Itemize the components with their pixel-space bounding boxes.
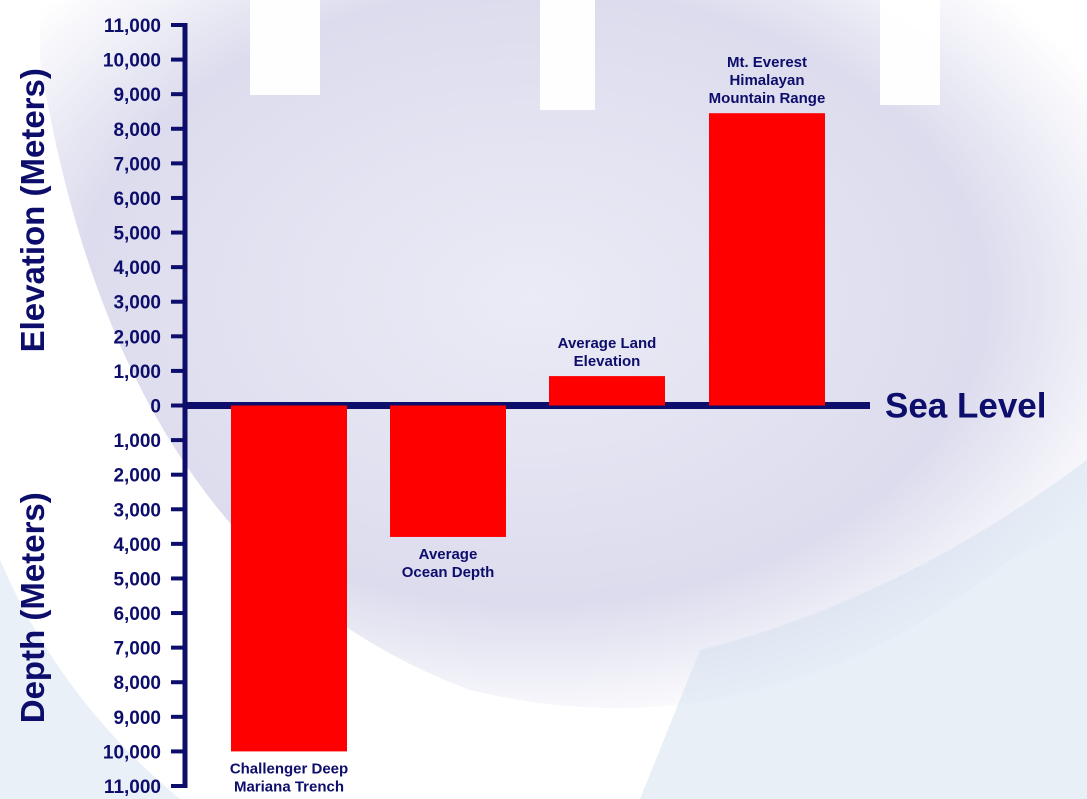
- tick-neg-10-label: 10,000: [103, 742, 161, 763]
- bar-1: [231, 405, 347, 752]
- y-axis-ticks: 1,000 2,000 3,000 4,000 5,000 6,000 7,000 8,000…: [103, 16, 185, 798]
- tick-pos-4-label: 4,000: [113, 258, 161, 279]
- tick-pos-1-label: 1,000: [113, 362, 161, 383]
- tick-neg-2-label: 2,000: [113, 466, 161, 487]
- tick-pos-5-label: 5,000: [113, 224, 161, 245]
- bar-2: [390, 405, 506, 537]
- tick-zero-label: 0: [150, 397, 161, 418]
- bar-2-label-line-1: Average: [419, 546, 478, 563]
- tick-pos-2-label: 2,000: [113, 327, 161, 348]
- tick-pos-7-label: 7,000: [113, 154, 161, 175]
- tick-neg-6-label: 6,000: [113, 604, 161, 625]
- tick-neg-5-label: 5,000: [113, 569, 161, 590]
- tick-pos-6-label: 6,000: [113, 189, 161, 210]
- tick-pos-9-label: 9,000: [113, 85, 161, 106]
- tick-neg-11-label: 11,000: [104, 777, 161, 798]
- bar-4-label-line-3: Mountain Range: [709, 90, 826, 107]
- bar-4-label-line-2: Himalayan: [729, 72, 804, 89]
- bar-4: [709, 113, 825, 406]
- tick-neg-4-label: 4,000: [113, 535, 161, 556]
- bar-1-label-line-2: Mariana Trench: [234, 778, 344, 795]
- tick-pos-8-label: 8,000: [113, 120, 161, 141]
- tick-neg-7-label: 7,000: [113, 639, 161, 660]
- tick-pos-11-label: 11,000: [104, 16, 161, 37]
- bar-3-label-line-2: Elevation: [574, 353, 641, 370]
- bar-3-label-line-1: Average Land: [558, 335, 657, 352]
- bar-1-label-line-1: Challenger Deep: [230, 760, 348, 777]
- bars: [231, 113, 825, 752]
- tick-neg-1-label: 1,000: [113, 431, 161, 452]
- bar-4-label-line-1: Mt. Everest: [727, 54, 807, 71]
- tick-neg-3-label: 3,000: [113, 500, 161, 521]
- sea-level-label: Sea Level: [885, 387, 1047, 426]
- axis-titles: Elevation (Meters) Depth (Meters): [14, 68, 51, 723]
- y-axis-title-elevation: Elevation (Meters): [14, 68, 51, 352]
- tick-neg-9-label: 9,000: [113, 708, 161, 729]
- bar-3: [549, 376, 665, 406]
- bar-2-label-line-2: Ocean Depth: [402, 564, 495, 581]
- tick-neg-8-label: 8,000: [113, 673, 161, 694]
- y-axis-title-depth: Depth (Meters): [14, 492, 51, 723]
- tick-pos-3-label: 3,000: [113, 293, 161, 314]
- tick-pos-10-label: 10,000: [103, 51, 161, 72]
